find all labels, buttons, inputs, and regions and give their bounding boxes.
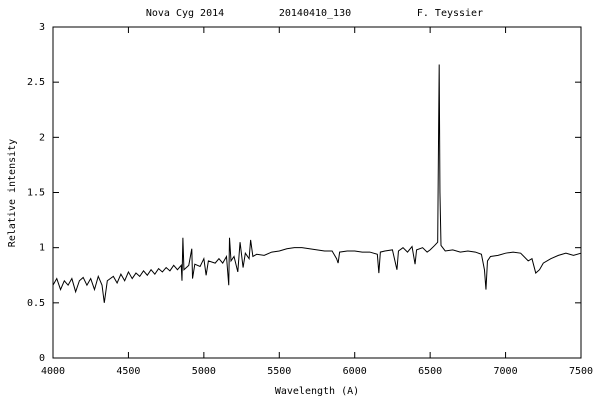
chart-title: Nova Cyg 2014 [146,8,224,19]
y-tick-label: 1.5 [27,188,45,199]
y-tick-label: 1 [39,243,45,254]
x-tick-label: 7000 [494,366,518,377]
x-tick-label: 4000 [41,366,65,377]
y-axis-label: Relative intensity [7,139,18,247]
x-tick-label: 4500 [116,366,140,377]
chart-title: F. Teyssier [417,8,483,19]
x-tick-label: 5000 [192,366,216,377]
y-tick-label: 0 [39,353,45,364]
y-tick-label: 2 [39,132,45,143]
x-tick-label: 5500 [267,366,291,377]
y-tick-label: 2.5 [27,77,45,88]
y-tick-label: 0.5 [27,298,45,309]
x-axis-label: Wavelength (A) [275,386,359,397]
y-tick-label: 3 [39,22,45,33]
x-tick-label: 6500 [418,366,442,377]
chart-title: 20140410_130 [279,8,351,19]
x-tick-label: 7500 [569,366,593,377]
x-tick-label: 6000 [343,366,367,377]
spectrum-line [52,64,582,303]
